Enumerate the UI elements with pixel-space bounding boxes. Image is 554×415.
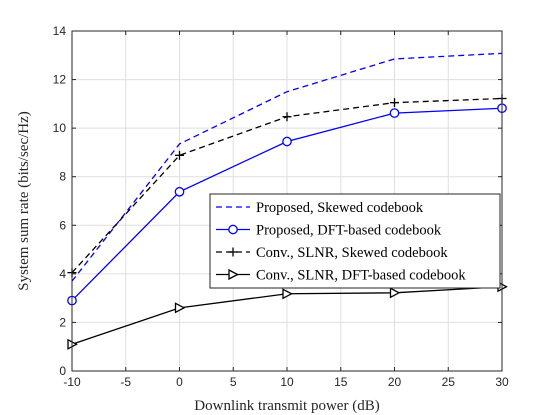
y-tick-label: 12 bbox=[53, 73, 67, 87]
data-point bbox=[282, 288, 293, 300]
series-layer bbox=[67, 52, 508, 350]
data-point bbox=[175, 150, 184, 160]
x-tick-label: 5 bbox=[230, 375, 237, 389]
x-tick-label: 25 bbox=[442, 375, 456, 389]
series-line bbox=[71, 52, 503, 282]
y-tick-label: 10 bbox=[53, 121, 67, 135]
y-axis-label: System sum rate (bits/sec/Hz) bbox=[16, 111, 32, 291]
data-point bbox=[389, 287, 401, 299]
y-tick-label: 2 bbox=[59, 315, 66, 329]
legend-item: Conv., SLNR, Skewed codebook bbox=[216, 245, 448, 261]
data-point bbox=[282, 112, 292, 122]
series-group bbox=[71, 52, 503, 282]
x-tick-label: 0 bbox=[176, 375, 183, 389]
data-point bbox=[228, 224, 238, 235]
y-tick-label: 8 bbox=[59, 170, 66, 184]
axis-ticks: -10 -5 0 5 10 15 20 25 30 0 2 4 6 8 10 12 14 bbox=[53, 24, 509, 389]
data-point bbox=[228, 247, 238, 257]
legend-label: Proposed, Skewed codebook bbox=[256, 200, 424, 216]
legend-label: Conv., SLNR, DFT-based codebook bbox=[256, 268, 466, 284]
x-tick-label: 10 bbox=[280, 375, 294, 389]
y-tick-label: 0 bbox=[59, 364, 66, 378]
data-point bbox=[389, 108, 400, 118]
x-tick-label: -10 bbox=[63, 375, 81, 389]
legend-box bbox=[209, 193, 501, 289]
data-point bbox=[228, 268, 239, 281]
x-axis-label: Downlink transmit power (dB) bbox=[194, 398, 379, 414]
x-tick-label: 20 bbox=[388, 375, 402, 389]
x-tick-label: -5 bbox=[120, 375, 131, 389]
x-tick-label: 30 bbox=[495, 375, 509, 389]
legend-item: Proposed, Skewed codebook bbox=[216, 200, 424, 216]
data-point bbox=[174, 186, 185, 197]
x-tick-label: 15 bbox=[334, 375, 348, 389]
y-tick-label: 14 bbox=[53, 24, 67, 38]
data-point bbox=[282, 136, 292, 147]
data-point bbox=[174, 302, 186, 314]
legend-item: Proposed, DFT-based codebook bbox=[216, 223, 442, 239]
data-point bbox=[390, 98, 399, 108]
y-tick-label: 6 bbox=[59, 218, 66, 232]
legend-label: Proposed, DFT-based codebook bbox=[256, 223, 442, 239]
legend-item: Conv., SLNR, DFT-based codebook bbox=[216, 268, 466, 284]
y-tick-label: 4 bbox=[59, 267, 66, 281]
legend: Proposed, Skewed codebook Proposed, DFT-b… bbox=[209, 193, 501, 289]
legend-label: Conv., SLNR, Skewed codebook bbox=[256, 245, 448, 261]
